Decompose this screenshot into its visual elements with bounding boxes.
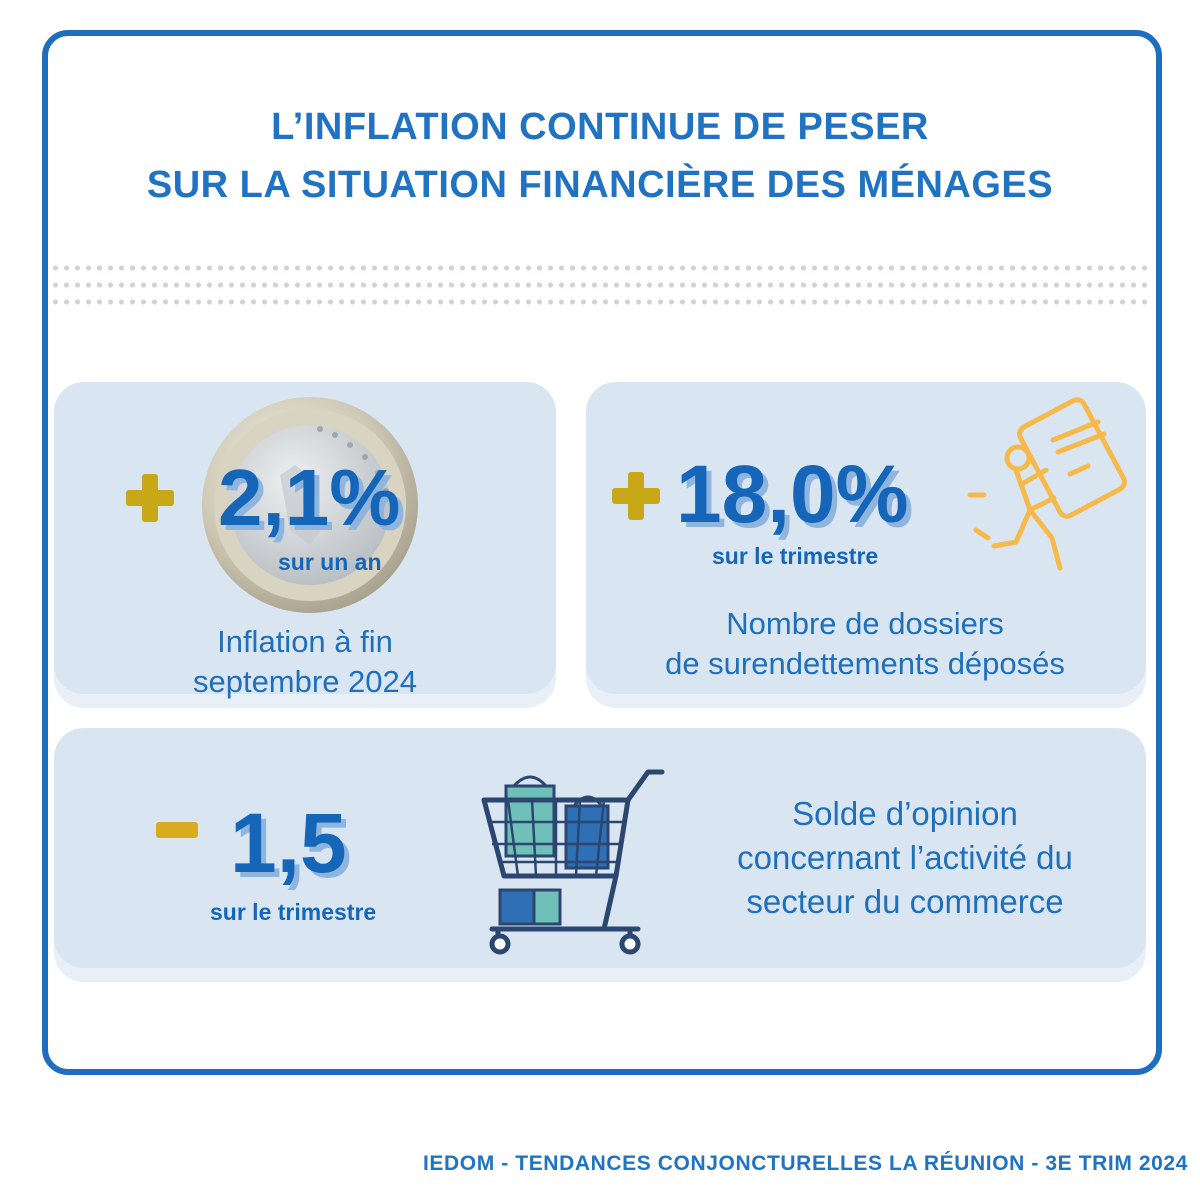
commerce-description: Solde d’opinion concernant l’activité du… [737,795,1073,920]
shopping-cart-icon [481,769,665,955]
title-line-2: SUR LA SITUATION FINANCIÈRE DES MÉNAGES [146,164,1054,206]
commerce-period: sur le trimestre [210,899,377,925]
person-carrying-card-icon [967,397,1127,571]
inflation-value: 2,1% [218,453,401,542]
title-line-1: L’INFLATION CONTINUE DE PESER [271,106,929,148]
plus-sign-overindebtedness [612,472,660,520]
commerce-value: 1,5 [230,796,347,890]
euro-coin-icon [202,397,418,613]
dotted-divider-middle [50,281,1150,289]
overindebtedness-period: sur le trimestre [712,543,879,569]
footer-source: IEDOM - TENDANCES CONJONCTURELLES LA RÉU… [422,1152,1188,1175]
inflation-description: Inflation à fin septembre 2024 [192,624,418,699]
plus-sign-inflation [126,474,174,522]
dotted-divider-top [50,264,1150,272]
minus-sign-commerce [156,822,198,838]
overindebtedness-description: Nombre de dossiers de surendettements dé… [665,606,1065,681]
overindebtedness-value: 18,0% [676,449,909,540]
dotted-divider-bottom [50,298,1150,306]
inflation-period: sur un an [278,549,382,575]
